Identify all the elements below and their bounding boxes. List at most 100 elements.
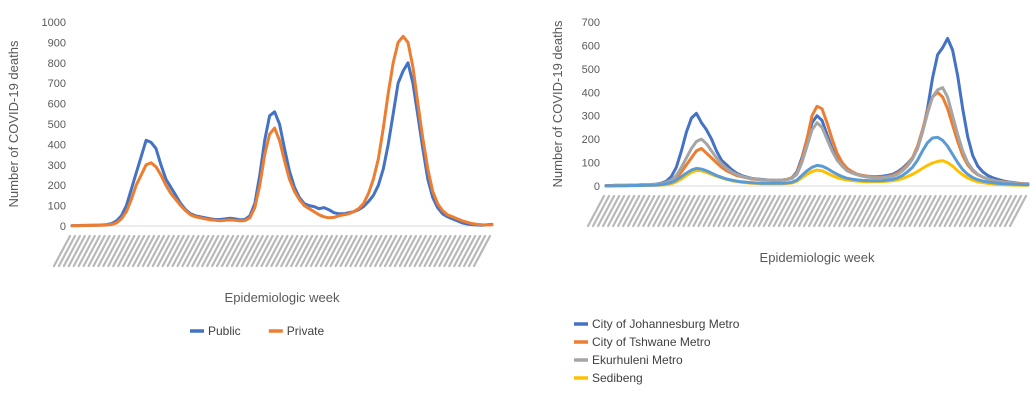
x-tick-mark	[374, 234, 393, 268]
x-tick-mark	[606, 194, 626, 228]
series-line-west-rand	[604, 135, 1030, 188]
x-tick-mark	[677, 194, 696, 228]
x-tick-mark	[622, 194, 641, 228]
legend-label: City of Tshwane Metro	[592, 335, 711, 349]
x-tick-mark	[52, 234, 72, 268]
x-tick-mark	[757, 194, 776, 228]
x-tick-mark	[973, 194, 992, 228]
x-tick-mark	[1008, 194, 1028, 228]
x-tick-mark	[463, 234, 482, 268]
y-tick-label: 500	[582, 64, 600, 76]
x-tick-mark	[245, 234, 264, 268]
x-tick-mark	[943, 194, 962, 228]
legend-label: West Rand	[592, 389, 651, 394]
x-tick-mark	[453, 234, 472, 268]
x-tick-mark	[978, 194, 997, 228]
x-tick-mark	[767, 194, 786, 228]
x-tick-mark	[57, 234, 77, 268]
x-tick-mark	[255, 234, 274, 268]
x-tick-mark	[647, 194, 666, 228]
x-tick-mark	[77, 234, 96, 268]
y-tick-label: 900	[48, 37, 66, 49]
x-tick-mark	[97, 234, 116, 268]
x-tick-mark	[612, 194, 631, 228]
x-tick-mark	[349, 234, 368, 268]
x-tick-mark	[948, 194, 967, 228]
y-axis-title: Number of COVID-19 deaths	[6, 40, 21, 207]
x-tick-mark	[423, 234, 442, 268]
x-tick-mark	[838, 194, 857, 228]
x-tick-mark	[161, 234, 180, 268]
x-tick-mark	[354, 234, 373, 268]
series-line-private	[70, 34, 494, 228]
x-tick-mark	[667, 194, 686, 228]
y-tick-label: 200	[582, 134, 600, 146]
x-tick-mark	[707, 194, 726, 228]
x-tick-mark	[968, 194, 987, 228]
x-tick-mark	[240, 234, 259, 268]
y-tick-label: 0	[594, 181, 600, 193]
legend-label: Ekurhuleni Metro	[592, 353, 683, 367]
x-tick-mark	[141, 234, 161, 268]
x-tick-mark	[702, 194, 721, 228]
x-tick-mark	[151, 234, 170, 268]
x-tick-mark	[131, 234, 151, 268]
x-tick-mark	[637, 194, 656, 228]
x-tick-mark	[617, 194, 636, 228]
x-tick-mark	[652, 194, 671, 228]
y-tick-label: 0	[60, 221, 66, 233]
x-tick-mark	[107, 234, 126, 268]
x-tick-mark	[712, 194, 731, 228]
x-tick-mark	[918, 194, 937, 228]
x-tick-mark	[848, 194, 867, 228]
y-tick-label: 600	[582, 40, 600, 52]
y-tick-label: 600	[48, 99, 66, 111]
x-tick-mark	[196, 234, 215, 268]
x-tick-mark	[87, 234, 106, 268]
x-tick-mark	[230, 234, 249, 268]
x-tick-mark	[443, 234, 462, 268]
x-tick-mark	[472, 234, 492, 268]
x-tick-mark	[215, 234, 235, 268]
x-axis-title: Epidemiologic week	[225, 290, 340, 305]
x-tick-mark	[334, 234, 353, 268]
x-tick-mark	[883, 194, 902, 228]
legend-item: Ekurhuleni Metro	[574, 353, 683, 367]
x-tick-mark	[304, 234, 324, 268]
x-tick-mark	[339, 234, 358, 268]
x-tick-mark	[807, 194, 827, 228]
x-tick-mark	[802, 194, 822, 228]
x-tick-mark	[928, 194, 947, 228]
x-tick-mark	[379, 234, 398, 268]
x-tick-mark	[211, 234, 230, 268]
chart-2: 0 100 200 300 400 500 600 700 Number of COVID-19…	[550, 17, 1030, 394]
x-tick-mark	[782, 194, 802, 228]
x-tick-mark	[868, 194, 887, 228]
x-tick-mark	[299, 234, 319, 268]
x-tick-mark	[364, 234, 383, 268]
x-tick-mark	[433, 234, 452, 268]
legend: City of Johannesburg Metro City of Tshwan…	[574, 317, 740, 394]
x-tick-mark	[1003, 194, 1023, 228]
x-tick-mark	[319, 234, 338, 268]
x-tick-mark	[988, 194, 1008, 228]
legend-label: City of Johannesburg Metro	[592, 317, 740, 331]
x-tick-mark	[692, 194, 711, 228]
x-tick-mark	[958, 194, 977, 228]
x-tick-mark	[772, 194, 791, 228]
x-tick-mark	[662, 194, 681, 228]
legend-label: Public	[208, 324, 241, 338]
x-tick-mark	[309, 234, 329, 268]
x-tick-mark	[428, 234, 447, 268]
x-tick-mark	[737, 194, 756, 228]
legend-item: City of Tshwane Metro	[574, 335, 711, 349]
y-axis-title: Number of COVID-19 deaths	[550, 20, 565, 187]
x-tick-mark	[176, 234, 195, 268]
series-line-ekurhuleni-metro	[604, 86, 1030, 188]
x-tick-mark	[82, 234, 101, 268]
x-tick-mark	[235, 234, 254, 268]
x-tick-mark	[398, 234, 417, 268]
x-tick-mark	[817, 194, 837, 228]
legend-item: West Rand	[574, 389, 651, 394]
